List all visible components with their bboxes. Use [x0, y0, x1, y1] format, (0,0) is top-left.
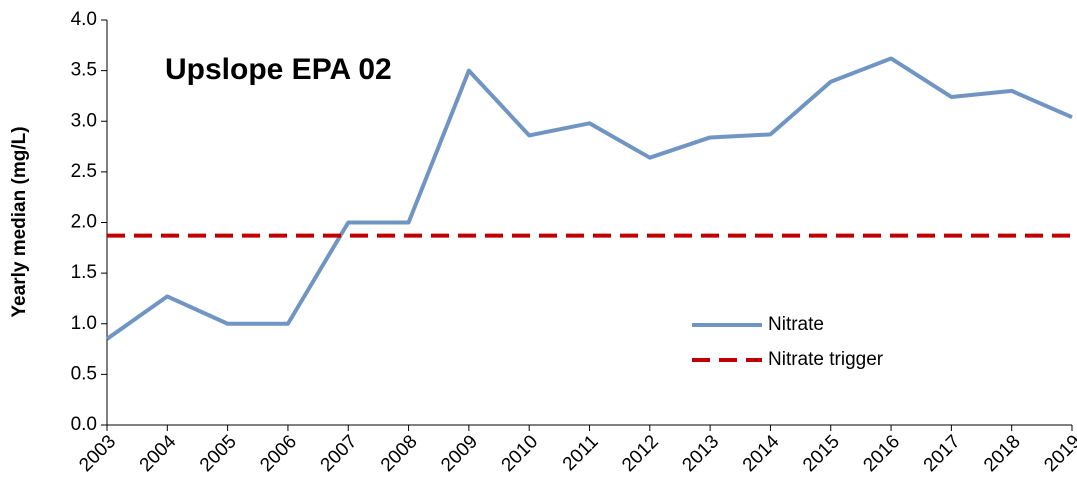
x-tick-label: 2006 — [256, 431, 301, 476]
x-tick-label: 2019 — [1040, 431, 1077, 476]
y-tick-label: 2.0 — [71, 212, 97, 233]
x-tick-label: 2015 — [799, 431, 844, 476]
series-line — [105, 56, 1073, 341]
y-tick-label: 1.0 — [71, 313, 97, 334]
x-tick-label: 2011 — [559, 431, 603, 475]
x-tick-label: 2018 — [980, 431, 1025, 476]
y-tick-label: 3.0 — [71, 110, 97, 131]
y-tick-label: 0.5 — [71, 363, 97, 384]
x-tick-label: 2005 — [196, 431, 241, 476]
y-tick-label: 0.0 — [71, 414, 97, 435]
chart-annotation: Upslope EPA 02 — [165, 53, 392, 86]
y-tick-label: 2.5 — [71, 161, 97, 182]
x-tick-label: 2008 — [377, 431, 422, 476]
legend-label: Nitrate — [768, 314, 824, 335]
x-tick-label: 2012 — [618, 431, 663, 476]
y-tick-label: 3.5 — [71, 60, 97, 81]
y-tick-label: 4.0 — [71, 9, 97, 30]
x-tick-label: 2017 — [920, 431, 965, 476]
y-axis-label: Yearly median (mg/L) — [9, 126, 30, 317]
x-tick-label: 2007 — [317, 431, 362, 476]
x-tick-label: 2003 — [75, 431, 120, 476]
y-tick-label: 1.5 — [71, 262, 97, 283]
x-tick-label: 2016 — [859, 431, 904, 476]
legend-label: Nitrate trigger — [768, 349, 884, 370]
x-tick-label: 2014 — [739, 431, 784, 476]
x-tick-label: 2004 — [136, 431, 181, 476]
x-tick-label: 2010 — [498, 431, 543, 476]
x-tick-label: 2009 — [437, 431, 482, 476]
x-tick-label: 2013 — [678, 431, 723, 476]
